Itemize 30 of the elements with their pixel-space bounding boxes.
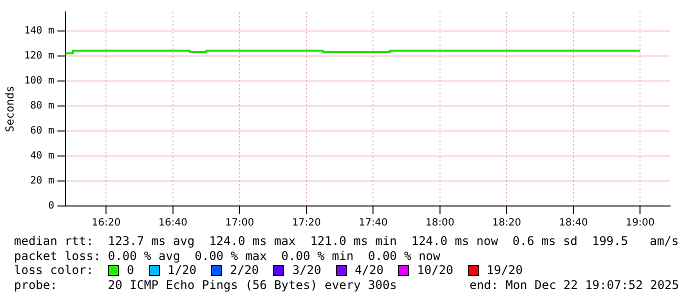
text: 0	[126, 263, 136, 278]
text: 1/20	[168, 263, 198, 278]
y-tick-label: 140 m	[24, 25, 54, 36]
x-tick-label: 16:40	[158, 218, 188, 229]
y-tick-label: 120 m	[24, 50, 54, 62]
y-tick-label: 60 m	[30, 125, 54, 136]
y-tick-label: 20 m	[30, 176, 54, 187]
y-axis-title: Seconds	[3, 86, 16, 132]
text: median rtt: 123.7 ms avg 124.0 ms max 121.0 ms min 124.0 ms now 0.6 ms sd 199.5 am/s	[14, 234, 679, 248]
x-tick-label: 18:00	[426, 218, 454, 229]
text: 19/20	[486, 263, 524, 278]
text: end: Mon Dec 22 19:07:52 2025	[469, 278, 679, 292]
x-tick-label: 16:20	[92, 218, 121, 229]
y-tick-label: 0	[48, 200, 54, 212]
text: 2/20	[230, 263, 260, 278]
text: 10/20	[417, 263, 454, 278]
y-tick-label: 80 m	[30, 100, 54, 112]
x-tick-label: 17:20	[292, 218, 321, 229]
text: loss color:	[14, 263, 94, 278]
text: probe: 20 ICMP Echo Pings (56 Bytes) every 300s	[14, 278, 397, 292]
text: packet loss: 0.00 % avg 0.00 % max 0.00 % min 0.00 % now	[14, 248, 442, 263]
y-tick-label: 100 m	[24, 75, 54, 86]
x-tick-label: 18:40	[559, 218, 588, 229]
x-tick-label: 17:40	[358, 218, 388, 229]
text: 4/20	[354, 263, 385, 278]
x-tick-label: 17:00	[225, 218, 254, 229]
y-tick-label: 40 m	[30, 150, 54, 162]
x-tick-label: 18:20	[492, 218, 522, 229]
text: 3/20	[292, 263, 322, 278]
x-tick-label: 19:00	[626, 218, 655, 229]
